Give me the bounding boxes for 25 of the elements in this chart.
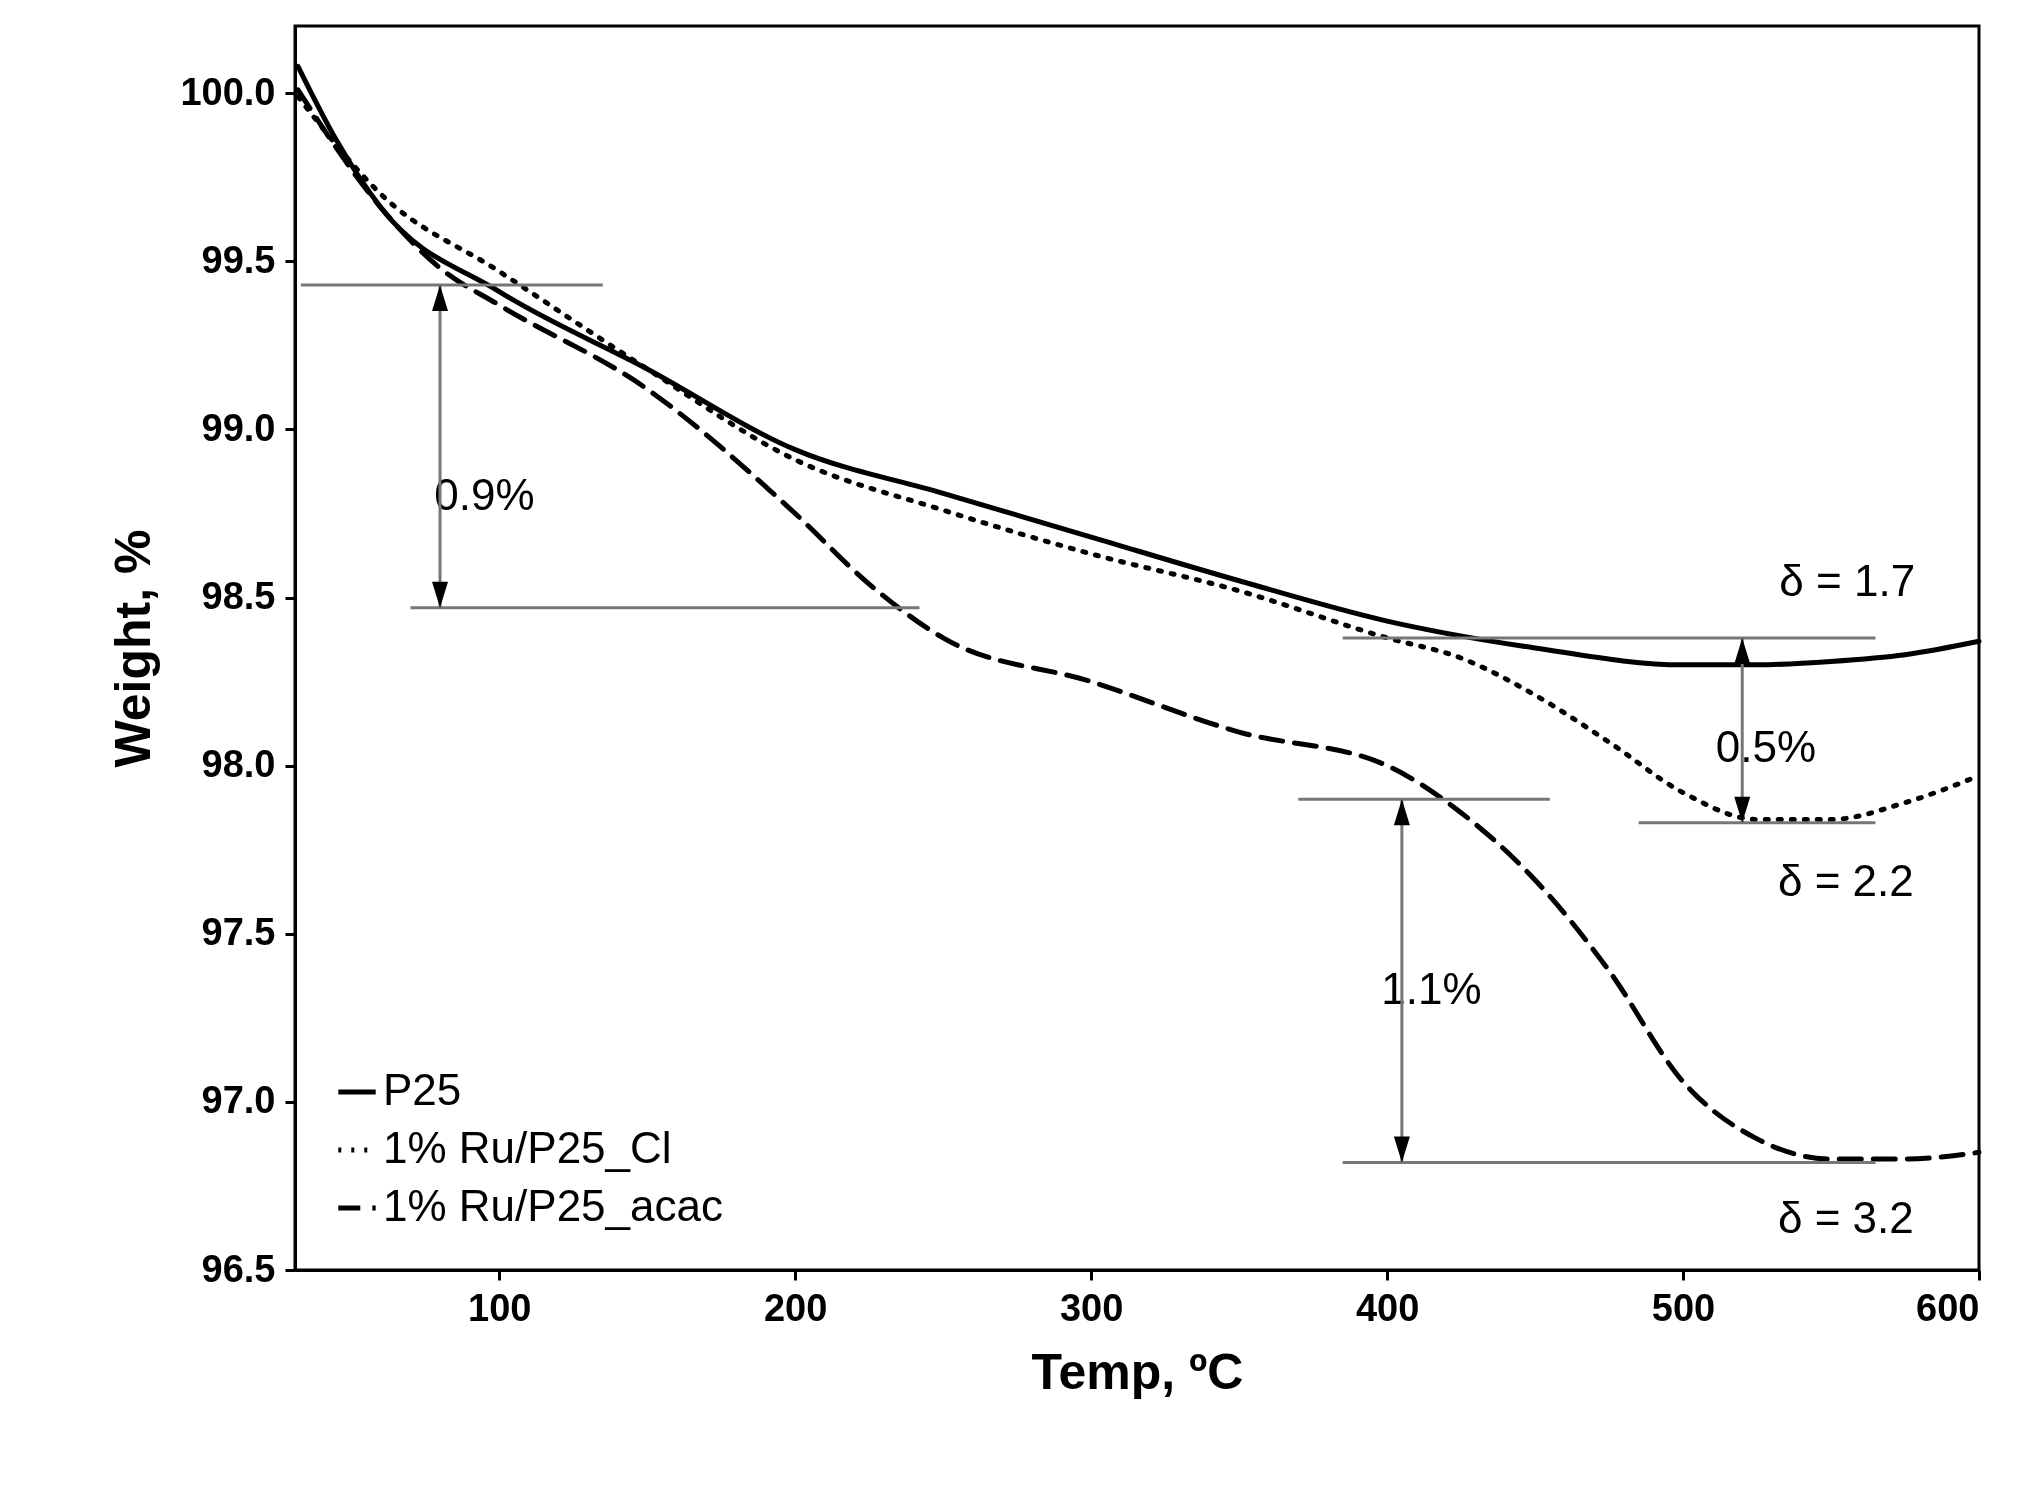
y-tick-label: 97.5: [201, 911, 276, 954]
x-tick-label: 600: [1916, 1286, 1980, 1329]
y-axis-title: Weight, %: [105, 529, 162, 768]
legend-label: 1% Ru/P25_acac: [383, 1181, 723, 1230]
y-tick-label: 97.0: [201, 1079, 276, 1122]
legend-label: 1% Ru/P25_Cl: [383, 1123, 672, 1172]
y-tick-label: 96.5: [201, 1247, 276, 1290]
y-tick-label: 99.0: [201, 406, 276, 449]
legend-label: P25: [383, 1065, 462, 1114]
annotation: 0.9%: [434, 469, 535, 519]
annotation: δ = 1.7: [1779, 555, 1916, 605]
y-tick-label: 98.5: [201, 575, 276, 618]
x-tick-label: 300: [1059, 1286, 1124, 1329]
y-tick-label: 100.0: [180, 70, 276, 113]
x-tick-label: 100: [468, 1286, 532, 1329]
x-axis-title: Temp, ºC: [1031, 1343, 1244, 1400]
annotation: 1.1%: [1381, 963, 1482, 1013]
y-tick-label: 98.0: [201, 743, 276, 786]
y-tick-label: 99.5: [201, 238, 276, 281]
annotation: 0.5%: [1715, 721, 1817, 771]
x-tick-label: 400: [1355, 1286, 1420, 1329]
x-tick-label: 200: [763, 1286, 828, 1329]
annotation: δ = 2.2: [1777, 856, 1914, 906]
x-tick-label: 500: [1651, 1286, 1716, 1329]
annotation: δ = 3.2: [1777, 1192, 1914, 1242]
